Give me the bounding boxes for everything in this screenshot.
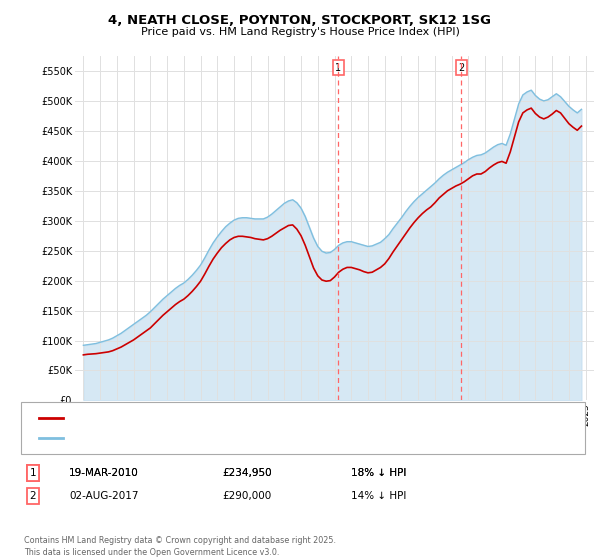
Text: 14% ↓ HPI: 14% ↓ HPI <box>351 491 406 501</box>
Text: £290,000: £290,000 <box>222 491 271 501</box>
Text: 4, NEATH CLOSE, POYNTON, STOCKPORT, SK12 1SG: 4, NEATH CLOSE, POYNTON, STOCKPORT, SK12… <box>109 14 491 27</box>
Text: 1: 1 <box>29 468 37 478</box>
Text: £234,950: £234,950 <box>222 468 272 478</box>
Text: 19-MAR-2010: 19-MAR-2010 <box>69 468 139 478</box>
Text: £234,950: £234,950 <box>222 468 272 478</box>
Text: 1: 1 <box>29 468 37 478</box>
Text: 4, NEATH CLOSE, POYNTON, STOCKPORT, SK12 1SG (detached house): 4, NEATH CLOSE, POYNTON, STOCKPORT, SK12… <box>69 413 410 423</box>
Text: Contains HM Land Registry data © Crown copyright and database right 2025.
This d: Contains HM Land Registry data © Crown c… <box>24 536 336 557</box>
Text: HPI: Average price, detached house, Cheshire East: HPI: Average price, detached house, Ches… <box>69 433 317 443</box>
Text: 2: 2 <box>29 491 37 501</box>
Text: 02-AUG-2017: 02-AUG-2017 <box>69 491 139 501</box>
Text: 19-MAR-2010: 19-MAR-2010 <box>69 468 139 478</box>
Text: 2: 2 <box>458 63 464 73</box>
Text: Price paid vs. HM Land Registry's House Price Index (HPI): Price paid vs. HM Land Registry's House … <box>140 27 460 37</box>
Text: 18% ↓ HPI: 18% ↓ HPI <box>351 468 406 478</box>
Text: 1: 1 <box>335 63 341 73</box>
Text: 18% ↓ HPI: 18% ↓ HPI <box>351 468 406 478</box>
